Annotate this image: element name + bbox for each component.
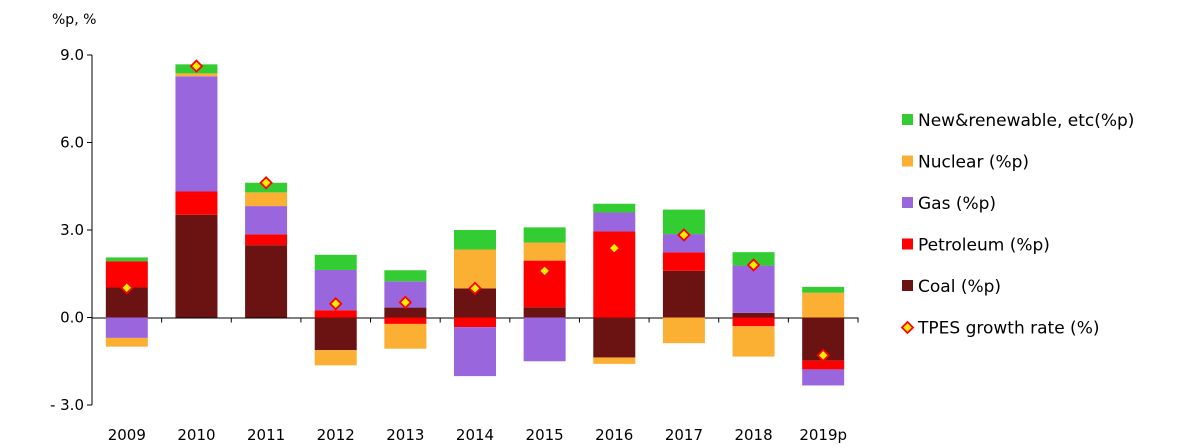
tpes-point [537, 264, 552, 278]
bar-segment [523, 227, 566, 243]
y-tick-labels: 9.0 6.0 3.0 0.0 - 3.0 [50, 46, 92, 414]
legend-marker [900, 320, 915, 335]
legend-label: TPES growth rate (%) [917, 319, 1099, 339]
x-tick-label: 2010 [177, 426, 215, 444]
tpes-point [677, 228, 691, 242]
bar-segment [384, 270, 427, 282]
x-tick-label: 2017 [665, 426, 703, 444]
bar-segment [245, 245, 288, 318]
legend-label: Coal (%p) [918, 277, 1001, 297]
bar-segment [175, 191, 218, 215]
bar-segment [384, 323, 427, 349]
bar-segment [105, 317, 148, 338]
bar-segment [314, 254, 357, 270]
x-tick-labels: 2009 2010 2011 2012 2013 2014 2015 2016 2017 2018… [108, 426, 847, 444]
bars [105, 64, 845, 386]
legend-label: Petroleum (%p) [918, 236, 1050, 256]
bar-segment [593, 203, 636, 213]
y-unit-label: %p, % [52, 12, 96, 28]
bar-segment [523, 317, 566, 362]
legend-label: New&renewable, etc(%p) [918, 111, 1134, 131]
tpes-point [120, 280, 134, 295]
bar-segment [454, 327, 496, 377]
bar-segment [802, 360, 845, 370]
bar-segment [662, 270, 705, 318]
tpes-markers [120, 59, 830, 363]
y-tick-label: 3.0 [60, 221, 84, 239]
legend: New&renewable, etc(%p) Nuclear (%p) Gas (%… [900, 111, 1134, 339]
x-tick-label: 2011 [247, 426, 285, 444]
x-tick-label: 2009 [108, 426, 146, 444]
x-tick-label: 2019p [799, 426, 847, 444]
bar-segment [662, 252, 705, 271]
bar-segment [593, 357, 636, 364]
legend-swatch [902, 155, 913, 167]
bar-segment [802, 292, 845, 318]
bar-segment [245, 234, 288, 246]
x-tick-label: 2016 [595, 426, 633, 444]
bar-segment [314, 310, 357, 318]
legend-swatch [902, 238, 913, 250]
bar-segment [245, 192, 288, 207]
bar-segment [732, 265, 775, 313]
bar-segment [802, 369, 845, 386]
x-tick-label: 2015 [526, 426, 564, 444]
tpes-point [607, 241, 622, 255]
tpes-point [259, 175, 273, 190]
tpes-point [398, 295, 413, 310]
x-tick-label: 2012 [317, 426, 355, 444]
legend-label: Gas (%p) [918, 194, 996, 214]
tpes-point [816, 348, 830, 363]
bar-segment [802, 286, 845, 293]
bar-segment [523, 242, 566, 261]
y-tick-label: 6.0 [60, 134, 84, 152]
bar-segment [105, 337, 148, 347]
legend-swatch [902, 280, 913, 291]
x-tick-label: 2018 [734, 426, 772, 444]
bar-segment [175, 214, 218, 318]
tpes-point [189, 59, 204, 73]
bar-segment [593, 317, 636, 358]
bar-segment [245, 206, 288, 235]
bar-segment [662, 317, 705, 344]
bar-segment [175, 76, 218, 192]
bar-segment [314, 350, 357, 366]
legend-swatch [902, 114, 913, 125]
bar-segment [732, 326, 775, 357]
bar-segment [662, 234, 705, 253]
bar-segment [732, 312, 775, 318]
bar-segment [454, 317, 496, 328]
tpes-point [746, 258, 761, 272]
bar-segment [732, 317, 775, 327]
legend-label: Nuclear (%p) [918, 153, 1029, 173]
bar-segment [105, 257, 148, 262]
tpes-point [468, 281, 482, 296]
bar-segment [454, 230, 496, 250]
bar-segment [593, 212, 636, 232]
tpes-point [328, 297, 343, 311]
y-tick-label: - 3.0 [50, 396, 84, 414]
bar-segment [384, 317, 427, 324]
y-tick-label: 9.0 [60, 46, 84, 64]
bar-segment [175, 73, 218, 77]
y-tick-label: 0.0 [60, 309, 84, 327]
x-tick-label: 2014 [456, 426, 494, 444]
legend-swatch [902, 197, 913, 208]
bar-segment [384, 307, 427, 318]
bar-segment [523, 307, 566, 318]
bar-segment [314, 317, 357, 351]
x-tick-label: 2013 [386, 426, 424, 444]
